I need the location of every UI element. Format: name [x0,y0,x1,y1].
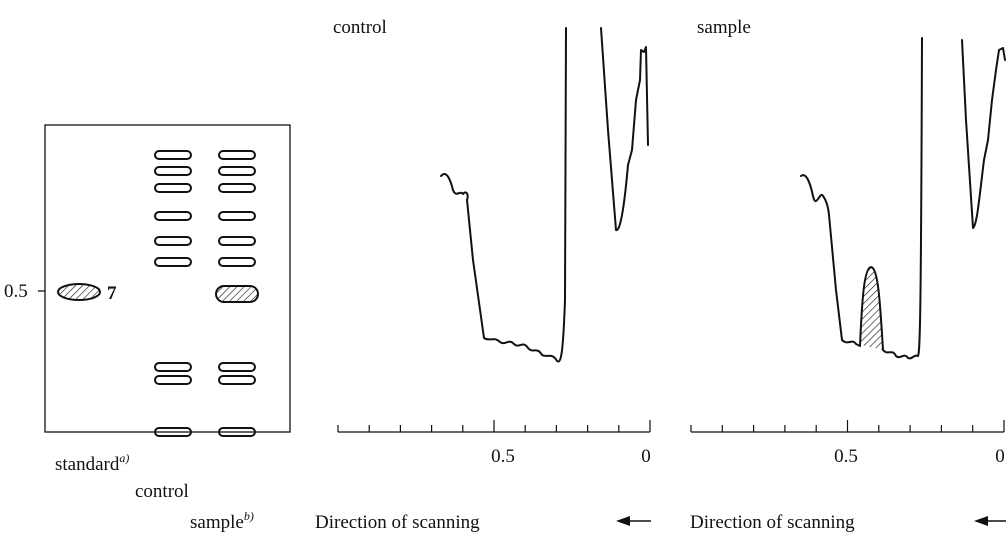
scan-panel: sample 0.5 0 Direction of scanning [690,17,1006,533]
axis-tick-label: 0.5 [491,446,515,467]
band [154,166,192,176]
standard-spot [57,283,101,301]
band [154,427,192,437]
band [218,257,256,267]
sample-lane [215,150,259,437]
band [218,150,256,160]
band [154,362,192,372]
band [218,427,256,437]
plate-outline [44,124,291,433]
scan-title: sample [697,17,751,38]
lane-label: control [135,481,189,502]
scan-trace [600,27,649,231]
hatched-band [215,285,259,303]
band [218,166,256,176]
scan-caption: Direction of scanning [690,512,855,533]
scan-panel: control 0.5 0 Direction of scanning [315,17,651,533]
lane-label: sampleb) [190,509,254,533]
scan-trace [800,37,923,360]
band [218,362,256,372]
band [218,183,256,193]
band [154,150,192,160]
control-lane [154,150,192,437]
band [218,211,256,221]
spot-label: 7 [107,283,117,304]
scan-caption: Direction of scanning [315,512,480,533]
band [218,375,256,385]
direction-arrowhead [616,516,630,526]
band [218,236,256,246]
axis-tick-label: 0 [641,446,651,467]
band [154,236,192,246]
axis-tick-label: 0 [995,446,1005,467]
rf-label: 0.5 [4,281,28,302]
scan-axis [337,420,651,433]
lane-label: standarda) [55,451,129,475]
axis-tick-label: 0.5 [834,446,858,467]
band [154,183,192,193]
scan-axis [690,420,1005,433]
scan-trace [961,39,1006,229]
band [154,211,192,221]
scan-trace [440,27,567,363]
direction-arrowhead [974,516,988,526]
band [154,257,192,267]
band [154,375,192,385]
scan-title: control [333,17,387,38]
tlc-plate: 0.5 7 standarda) control sampleb) [4,124,291,533]
